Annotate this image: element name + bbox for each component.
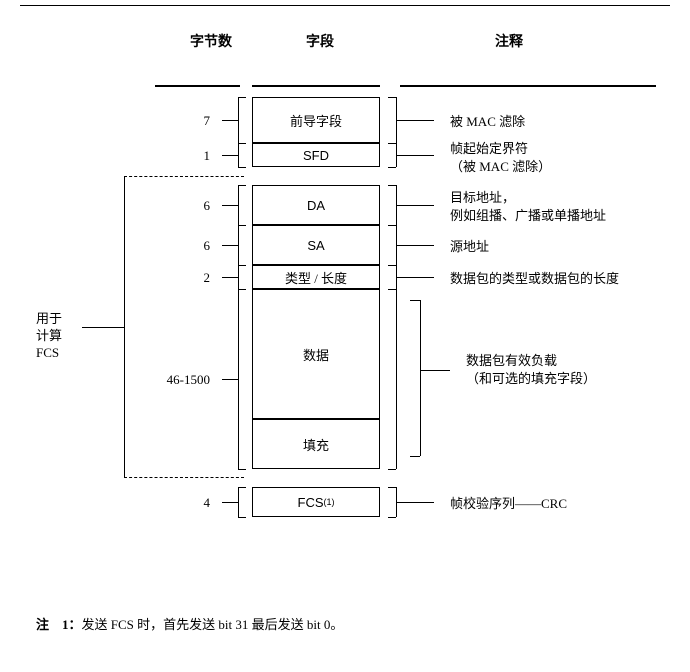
annot-1: 帧起始定界符 （被 MAC 滤除） (450, 140, 551, 176)
cap-r-b1b (388, 167, 396, 168)
cap-r-b8 (388, 487, 396, 488)
tick-l-4 (222, 277, 238, 278)
right-col-vbar2 (396, 185, 397, 469)
annot-7: 帧校验序列——CRC (450, 495, 567, 513)
bytes-row-1: 1 (150, 148, 210, 164)
cap-l-b9 (238, 517, 246, 518)
underline-annot (400, 85, 656, 87)
payload-bracket-mid (420, 370, 450, 371)
annot-4: 数据包的类型或数据包的长度 (450, 270, 619, 288)
annot-0: 被 MAC 滤除 (450, 113, 525, 131)
cap-l-b2 (238, 185, 246, 186)
cap-l-b8 (238, 487, 246, 488)
cap-l-b1b (238, 167, 246, 168)
left-col-vbar (238, 97, 239, 167)
annot-5: 数据包有效负载 （和可选的填充字段） (466, 352, 596, 388)
fcs-label: 用于 计算 FCS (36, 311, 62, 362)
tick-l-5 (222, 379, 238, 380)
bytes-row-7: 4 (150, 495, 210, 511)
tick-l-2 (222, 205, 238, 206)
cap-r-b4 (388, 265, 396, 266)
tick-l-0 (222, 120, 238, 121)
field-pad: 填充 (252, 419, 380, 469)
cap-r-b2 (388, 185, 396, 186)
field-sfd: SFD (252, 143, 380, 167)
bytes-row-4: 2 (150, 270, 210, 286)
bytes-row-5: 46-1500 (140, 372, 210, 388)
tick-r-1 (396, 155, 434, 156)
header-field: 字段 (306, 31, 334, 51)
footnote: 注 1：发送 FCS 时，首先发送 bit 31 最后发送 bit 0。 (36, 614, 343, 633)
header-annot: 注释 (495, 31, 523, 51)
field-preamble: 前导字段 (252, 97, 380, 143)
header-bytes: 字节数 (190, 31, 232, 51)
payload-bracket-bot (410, 456, 420, 457)
bytes-row-0: 7 (150, 113, 210, 129)
field-fcs-sup: (1) (324, 497, 335, 507)
underline-bytes (155, 85, 240, 87)
field-da: DA (252, 185, 380, 225)
fcs-bracket-v (124, 176, 125, 477)
payload-bracket-top (410, 300, 420, 301)
right-col-vbar (396, 97, 397, 167)
cap-r-b3 (388, 225, 396, 226)
dashed-top (124, 176, 244, 177)
fcs-tick (82, 327, 124, 328)
cap-r-top0 (388, 97, 396, 98)
tick-r-4 (396, 277, 434, 278)
underline-field (252, 85, 380, 87)
cap-r-b9 (388, 517, 396, 518)
cap-l-top0 (238, 97, 246, 98)
tick-r-2 (396, 205, 434, 206)
tick-r-7 (396, 502, 434, 503)
cap-r-b7 (388, 469, 396, 470)
tick-l-3 (222, 245, 238, 246)
tick-l-1 (222, 155, 238, 156)
field-sa: SA (252, 225, 380, 265)
page-top-rule (20, 5, 670, 6)
cap-l-b4 (238, 265, 246, 266)
cap-r-b1 (388, 143, 396, 144)
field-data: 数据 (252, 289, 380, 419)
bytes-row-3: 6 (150, 238, 210, 254)
dashed-bot (124, 477, 244, 478)
field-typelen: 类型 / 长度 (252, 265, 380, 289)
cap-l-b1 (238, 143, 246, 144)
field-fcs-text: FCS (298, 495, 324, 510)
cap-l-b3 (238, 225, 246, 226)
cap-l-b5 (238, 289, 246, 290)
annot-2: 目标地址， 例如组播、广播或单播地址 (450, 189, 606, 225)
cap-r-b5 (388, 289, 396, 290)
cap-l-b7 (238, 469, 246, 470)
left-col-vbar3 (238, 487, 239, 517)
diagram-container: 字节数 字段 注释 7 1 6 6 2 46-1500 4 前导字段 SFD D… (0, 0, 690, 672)
payload-bracket-v (420, 300, 421, 456)
footnote-text: 发送 FCS 时，首先发送 bit 31 最后发送 bit 0。 (82, 617, 344, 632)
left-col-vbar2 (238, 185, 239, 469)
bytes-row-2: 6 (150, 198, 210, 214)
tick-r-0 (396, 120, 434, 121)
field-fcs: FCS(1) (252, 487, 380, 517)
annot-3: 源地址 (450, 238, 489, 256)
tick-r-3 (396, 245, 434, 246)
footnote-label: 注 1： (36, 617, 82, 632)
tick-l-7 (222, 502, 238, 503)
